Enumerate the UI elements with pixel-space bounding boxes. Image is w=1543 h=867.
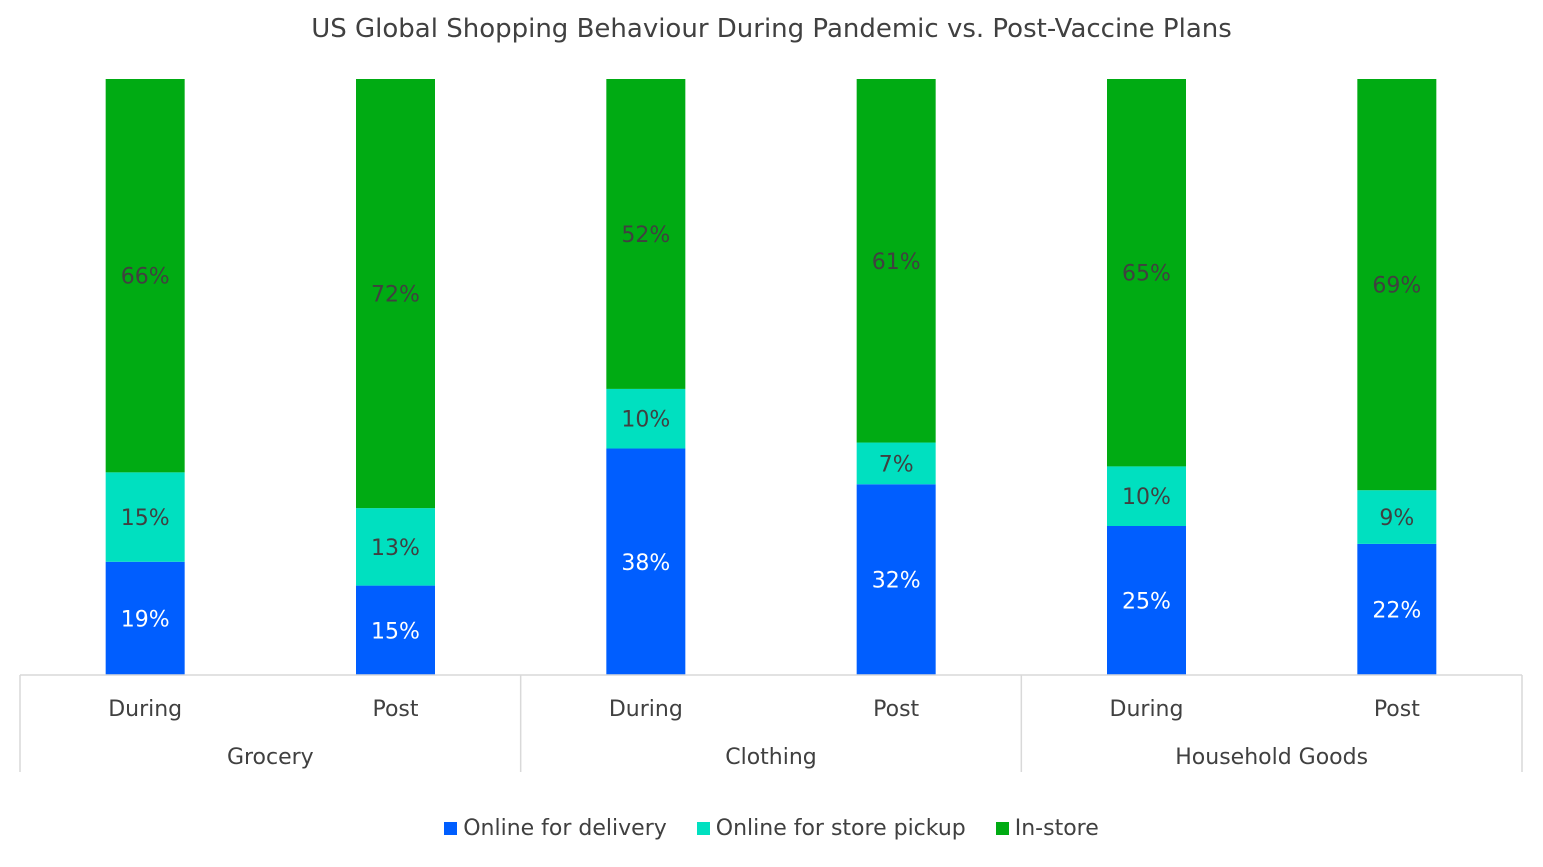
data-label: 19% [121,607,170,632]
bar-segment-online-for-store-pickup-0 [105,472,185,562]
x-group-label: Grocery [227,745,314,770]
data-label: 66% [121,265,170,290]
data-label: 22% [1372,598,1421,623]
legend-label: Online for store pickup [715,816,966,841]
legend-item: Online for store pickup [696,816,966,841]
data-label: 15% [371,619,420,644]
legend-item: In-store [995,816,1099,841]
data-label: 32% [872,569,921,594]
bar-segment-online-for-delivery-3 [856,484,936,675]
x-tick-label: During [609,697,683,722]
legend-label: Online for delivery [463,816,667,841]
data-label: 61% [872,250,921,275]
data-label: 9% [1379,506,1414,531]
bar-segment-in-store-2 [606,79,686,389]
x-group-label: Household Goods [1175,745,1368,770]
bar-segment-online-for-store-pickup-4 [1107,466,1186,526]
data-label: 15% [121,506,170,531]
data-label: 69% [1372,274,1421,299]
x-group-label: Clothing [725,745,817,770]
bar-segment-in-store-0 [105,79,185,473]
data-label: 72% [371,283,420,308]
bar-segment-online-for-delivery-5 [1357,543,1437,675]
chart-title: US Global Shopping Behaviour During Pand… [311,14,1232,44]
bar-segment-online-for-delivery-1 [356,585,435,675]
bar-segment-online-for-store-pickup-1 [356,508,435,586]
bar-segment-online-for-delivery-0 [105,561,185,675]
data-label: 13% [371,536,420,561]
data-label: 7% [879,452,914,477]
x-tick-label: During [1110,697,1184,722]
data-label: 38% [621,551,670,576]
bar-segment-in-store-5 [1357,79,1437,491]
bar-segment-in-store-4 [1107,79,1186,467]
data-label: 52% [621,223,670,248]
data-label: 25% [1122,590,1171,615]
legend-swatch [444,822,458,835]
x-tick-label: During [108,697,182,722]
bar-segment-online-for-delivery-2 [606,448,686,675]
bar-segment-online-for-store-pickup-5 [1357,490,1437,544]
legend: Online for delivery Online for store pick… [0,816,1543,841]
legend-label: In-store [1014,816,1099,841]
x-tick-label: Post [1374,697,1420,722]
bar-segment-in-store-1 [356,79,435,509]
data-label: 65% [1122,262,1171,287]
legend-swatch [696,822,710,835]
bar-segment-online-for-store-pickup-2 [606,388,686,449]
legend-item: Online for delivery [444,816,667,841]
x-tick-label: Post [372,697,418,722]
bar-segment-online-for-delivery-4 [1107,526,1186,675]
legend-swatch [995,822,1009,835]
bar-segment-in-store-3 [856,79,936,443]
bar-segment-online-for-store-pickup-3 [856,442,936,485]
x-tick-label: Post [873,697,919,722]
data-label: 10% [1122,485,1171,510]
data-label: 10% [621,408,670,433]
